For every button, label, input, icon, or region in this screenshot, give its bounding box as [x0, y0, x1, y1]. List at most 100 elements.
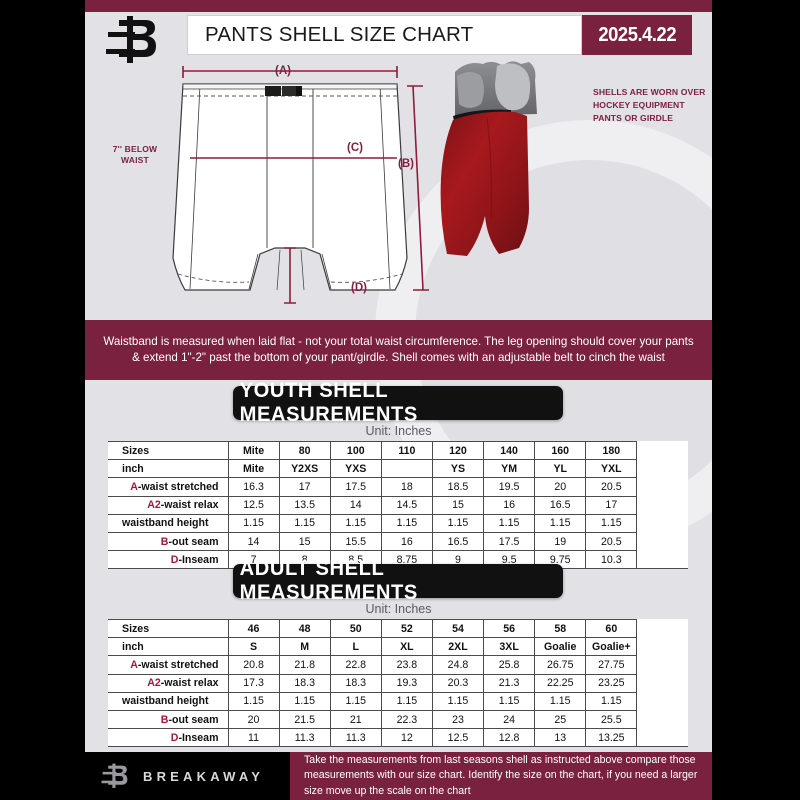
row-label: D-Inseam: [108, 728, 228, 748]
table-cell: 56: [483, 618, 535, 638]
table-cell: 1.15: [534, 691, 586, 711]
table-cell: 160: [534, 440, 586, 460]
table-cell: 12.8: [483, 728, 535, 748]
table-cell-spacer: [636, 655, 688, 675]
row-label-marker: A2: [147, 499, 161, 512]
table-cell: 21.5: [278, 709, 331, 729]
table-cell: 16.5: [431, 531, 484, 551]
youth-heading-label: YOUTH SHELL MEASUREMENTS: [239, 379, 418, 426]
table-cell: Goalie: [534, 637, 586, 656]
table-cell: [380, 459, 433, 478]
row-label: D-Inseam: [108, 550, 228, 570]
table-cell-spacer: [636, 637, 688, 656]
date-badge: 2025.4.22: [582, 15, 692, 55]
table-cell: 50: [329, 618, 382, 638]
table-cell-spacer: [636, 710, 688, 729]
table-cell: 1.15: [585, 513, 637, 533]
table-cell: 16.3: [227, 477, 280, 497]
banner-text: Waistband is measured when laid flat - n…: [103, 334, 694, 364]
table-cell: 14: [227, 531, 280, 551]
table-cell: 1.15: [431, 691, 484, 711]
product-photo: [437, 58, 597, 308]
table-cell: 80: [278, 440, 331, 460]
content-sheet: PANTS SHELL SIZE CHART 2025.4.22 7'' BEL…: [85, 0, 712, 800]
table-cell: 3XL: [483, 637, 535, 656]
table-cell-spacer: [636, 477, 688, 497]
table-cell: YXS: [329, 459, 382, 478]
table-cell: 140: [483, 440, 535, 460]
table-cell: 13: [534, 728, 586, 748]
table-cell: 11.3: [329, 728, 382, 748]
adult-section-heading: ADULT SHELL MEASUREMENTS: [233, 557, 563, 604]
adult-heading-label: ADULT SHELL MEASUREMENTS: [239, 557, 418, 604]
table-row: inch Mite Y2XS YXS YS YM YL YXL: [108, 459, 688, 478]
table-cell-spacer: [636, 496, 688, 515]
table-cell: S: [227, 637, 280, 656]
row-label: A2-waist relax: [108, 673, 228, 693]
table-cell: 46: [227, 618, 280, 638]
table-cell: 11.3: [278, 728, 331, 748]
table-cell: 21.3: [483, 673, 535, 693]
row-label: inch: [108, 637, 228, 656]
table-cell: 110: [380, 440, 433, 460]
shells-worn-note: SHELLS ARE WORN OVER HOCKEY EQUIPMENT PA…: [593, 87, 706, 123]
table-row: B-out seam 14 15 15.5 16 16.5 17.5 19 20.5: [108, 531, 688, 551]
table-cell: 14: [329, 495, 382, 515]
row-label: Sizes: [108, 618, 228, 638]
table-cell: 1.15: [534, 513, 586, 533]
table-cell: 1.15: [380, 691, 433, 711]
table-cell: 16: [380, 531, 433, 551]
table-cell: 14.5: [380, 495, 433, 515]
table-cell: 19.3: [380, 673, 433, 693]
table-cell: 16: [483, 495, 535, 515]
table-cell: 120: [431, 440, 484, 460]
table-cell: 1.15: [483, 691, 535, 711]
table-cell: 2XL: [431, 637, 484, 656]
table-cell: 1.15: [585, 691, 637, 711]
youth-measurements-table: Sizes Mite 80 100 110 120 140 160 180 inch Mite Y2X…: [108, 440, 688, 570]
table-cell: Goalie+: [585, 637, 637, 656]
table-cell: YM: [483, 459, 535, 478]
table-cell: 12.5: [227, 495, 280, 515]
table-cell-spacer: [636, 728, 688, 748]
table-cell: 18.3: [278, 673, 331, 693]
table-cell: 24: [483, 709, 535, 729]
table-cell: L: [329, 637, 382, 656]
footer-brand-label: BREAKAWAY: [143, 768, 265, 784]
table-cell: 1.15: [431, 513, 484, 533]
row-label-marker: D: [170, 553, 179, 566]
breakaway-b-monogram-icon: [101, 761, 131, 791]
table-row: inch S M L XL 2XL 3XL Goalie Goalie+: [108, 637, 688, 656]
table-cell: 1.15: [380, 513, 433, 533]
table-cell: 20.5: [585, 531, 637, 551]
youth-section-heading: YOUTH SHELL MEASUREMENTS: [233, 379, 563, 426]
table-cell: 1.15: [278, 691, 331, 711]
table-cell: 21: [329, 709, 382, 729]
table-row: D-Inseam 11 11.3 11.3 12 12.5 12.8 13 13.25: [108, 728, 688, 748]
shorts-technical-drawing: [172, 66, 429, 304]
table-cell: 52: [380, 618, 433, 638]
row-label-marker: B: [160, 713, 169, 726]
table-cell: 1.15: [227, 513, 280, 533]
table-cell: 25.8: [483, 655, 535, 675]
table-row: A-waist stretched 16.3 17 17.5 18 18.5 19.5 20 2…: [108, 477, 688, 497]
table-cell: 48: [278, 618, 331, 638]
table-cell-spacer: [636, 550, 688, 570]
table-cell: 25: [534, 709, 586, 729]
row-label-marker: A2: [147, 677, 161, 690]
top-accent-strip: [85, 0, 712, 12]
table-cell: 16.5: [534, 495, 586, 515]
table-cell: 24.8: [431, 655, 484, 675]
callout-d: (D): [351, 282, 367, 294]
row-label: waistband height: [108, 513, 228, 533]
table-cell: 12: [380, 728, 433, 748]
table-cell: 23.8: [380, 655, 433, 675]
below-waist-note: 7'' BELOW WAIST: [112, 144, 158, 166]
table-cell: 23.25: [585, 673, 637, 693]
table-cell: 27.75: [585, 655, 637, 675]
row-label: inch: [108, 459, 228, 478]
footer-instructions-text: Take the measurements from last seasons …: [304, 753, 698, 797]
table-cell: 100: [329, 440, 382, 460]
callout-c: (C): [347, 142, 363, 154]
table-cell: 180: [585, 440, 637, 460]
